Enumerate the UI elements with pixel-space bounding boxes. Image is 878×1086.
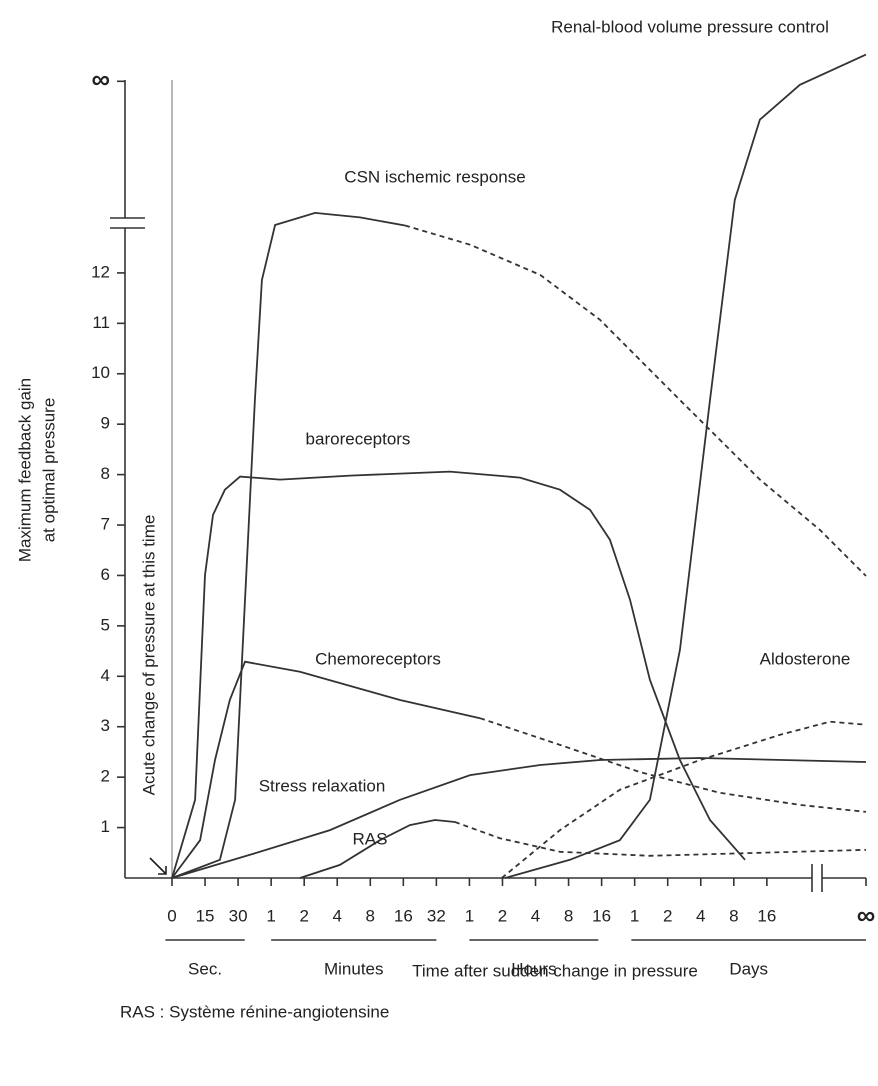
series-label: RAS [353, 829, 388, 848]
y-tick-label: 8 [101, 464, 110, 483]
x-tick-label: 1 [465, 906, 474, 925]
series-label: Renal-blood volume pressure control [551, 17, 829, 36]
y-tick-label: ∞ [91, 64, 110, 94]
x-tick-label: 2 [299, 906, 308, 925]
y-axis-title: Maximum feedback gain [15, 378, 34, 562]
series-line [171, 211, 406, 879]
series-line [299, 819, 455, 879]
series-line [171, 757, 867, 879]
series-line-dashed [404, 224, 867, 577]
series-line [504, 53, 867, 879]
x-tick-label: 8 [564, 906, 573, 925]
x-tick-label: 8 [729, 906, 738, 925]
y-tick-label: 7 [101, 515, 110, 534]
group-label: Minutes [324, 959, 384, 978]
arrow [149, 857, 167, 875]
group-label: Hours [511, 959, 556, 978]
series-line-dashed [454, 821, 867, 857]
series-label: CSN ischemic response [344, 167, 525, 186]
x-tick-label: 15 [196, 906, 215, 925]
x-tick-label: 2 [663, 906, 672, 925]
footnote: RAS : Système rénine-angiotensine [120, 1002, 389, 1021]
x-tick-label: 1 [266, 906, 275, 925]
y-tick-label: 2 [101, 767, 110, 786]
x-tick-label: 16 [394, 906, 413, 925]
group-label: Sec. [188, 959, 222, 978]
series-line [171, 660, 481, 879]
y-tick-label: 5 [101, 615, 110, 634]
series-line [171, 470, 746, 879]
y-tick-label: 4 [101, 666, 110, 685]
series-label: Aldosterone [760, 649, 851, 668]
x-tick-label: 8 [366, 906, 375, 925]
y-tick-label: 9 [101, 414, 110, 433]
y-tick-label: 10 [91, 363, 110, 382]
x-tick-label: 0 [167, 906, 176, 925]
series-label: baroreceptors [306, 429, 411, 448]
x-tick-label: 4 [531, 906, 540, 925]
x-tick-label: 30 [229, 906, 248, 925]
series-line-dashed [479, 717, 867, 813]
y-axis-title: at optimal pressure [39, 398, 58, 543]
annotation: Acute change of pressure at this time [139, 515, 158, 796]
x-tick-label: ∞ [857, 900, 876, 930]
y-tick-label: 11 [92, 313, 110, 332]
x-tick-label: 1 [630, 906, 639, 925]
y-tick-label: 12 [91, 262, 110, 281]
x-tick-label: 16 [757, 906, 776, 925]
x-tick-label: 4 [333, 906, 342, 925]
x-tick-label: 4 [696, 906, 705, 925]
series-label: Chemoreceptors [315, 649, 441, 668]
y-tick-label: 3 [101, 716, 110, 735]
series-line-dashed [501, 720, 867, 879]
x-tick-label: 2 [498, 906, 507, 925]
y-tick-label: 1 [101, 817, 110, 836]
x-tick-label: 16 [592, 906, 611, 925]
x-tick-label: 32 [427, 906, 446, 925]
group-label: Days [729, 959, 768, 978]
series-label: Stress relaxation [259, 776, 386, 795]
x-axis-title: Time after sudden change in pressure [412, 961, 698, 980]
y-tick-label: 6 [101, 565, 110, 584]
